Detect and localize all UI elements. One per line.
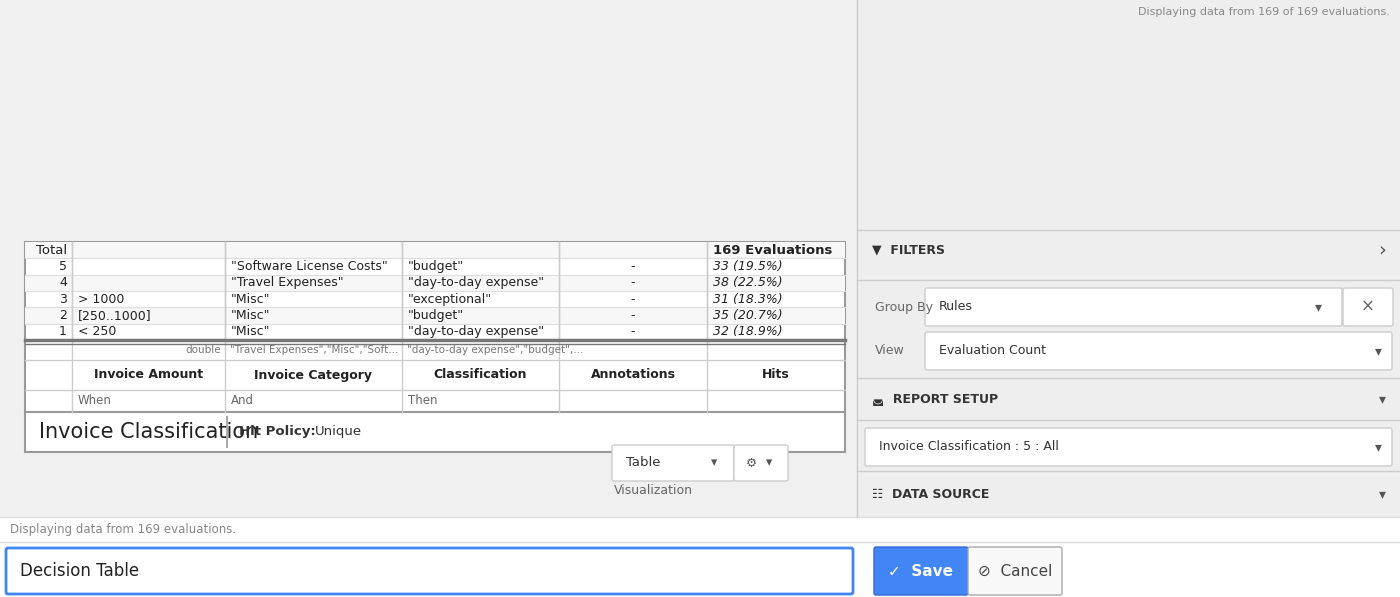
Bar	[0, 0, 857, 517]
Text: ▾: ▾	[1375, 440, 1382, 454]
Text: < 250: < 250	[78, 325, 116, 338]
Text: Visualization: Visualization	[615, 485, 693, 497]
Bar	[0, 517, 1400, 542]
FancyBboxPatch shape	[925, 288, 1343, 326]
Text: "Misc": "Misc"	[231, 309, 270, 322]
Text: Displaying data from 169 evaluations.: Displaying data from 169 evaluations.	[10, 522, 237, 536]
Text: "exceptional": "exceptional"	[407, 293, 493, 306]
Text: "Misc": "Misc"	[231, 325, 270, 338]
Bar	[25, 242, 846, 259]
Text: Then: Then	[407, 395, 437, 408]
Text: 32 (18.9%): 32 (18.9%)	[713, 325, 783, 338]
FancyBboxPatch shape	[925, 332, 1392, 370]
Text: 38 (22.5%): 38 (22.5%)	[713, 276, 783, 290]
FancyBboxPatch shape	[967, 547, 1063, 595]
Text: Annotations: Annotations	[591, 368, 675, 381]
Text: Group By: Group By	[875, 300, 932, 313]
Text: ▼  FILTERS: ▼ FILTERS	[872, 244, 945, 257]
Text: 35 (20.7%): 35 (20.7%)	[713, 309, 783, 322]
Text: Hits: Hits	[762, 368, 790, 381]
Text: "Software License Costs": "Software License Costs"	[231, 260, 388, 273]
Text: Hit Policy:: Hit Policy:	[239, 426, 316, 439]
Text: Invoice Category: Invoice Category	[255, 368, 372, 381]
Text: "day-to-day expense": "day-to-day expense"	[407, 276, 545, 290]
Text: "Travel Expenses","Misc","Soft...: "Travel Expenses","Misc","Soft...	[230, 345, 399, 355]
Text: 1: 1	[59, 325, 67, 338]
Text: -: -	[631, 293, 636, 306]
Text: 31 (18.3%): 31 (18.3%)	[713, 293, 783, 306]
Text: -: -	[631, 309, 636, 322]
Text: ☷  DATA SOURCE: ☷ DATA SOURCE	[872, 488, 990, 500]
Text: 33 (19.5%): 33 (19.5%)	[713, 260, 783, 273]
Text: ▾: ▾	[1375, 344, 1382, 358]
Text: "budget": "budget"	[407, 309, 465, 322]
Text: "day-to-day expense": "day-to-day expense"	[407, 325, 545, 338]
Text: Unique: Unique	[315, 426, 363, 439]
Text: 2: 2	[59, 309, 67, 322]
Text: 3: 3	[59, 293, 67, 306]
Text: -: -	[631, 276, 636, 290]
Text: -: -	[631, 325, 636, 338]
Text: ›: ›	[1378, 241, 1386, 260]
Bar	[857, 0, 1400, 517]
Bar	[25, 307, 846, 324]
Text: > 1000: > 1000	[78, 293, 125, 306]
Text: ▾: ▾	[711, 457, 717, 469]
Text: 169 Evaluations: 169 Evaluations	[713, 244, 833, 257]
FancyBboxPatch shape	[1343, 288, 1393, 326]
Text: "Misc": "Misc"	[231, 293, 270, 306]
Text: -: -	[631, 260, 636, 273]
Text: ▾: ▾	[1379, 392, 1386, 406]
Text: 5: 5	[59, 260, 67, 273]
Text: Decision Table: Decision Table	[20, 562, 139, 580]
Text: 4: 4	[59, 276, 67, 290]
Text: ⊘  Cancel: ⊘ Cancel	[977, 564, 1053, 578]
Text: Invoice Classification: Invoice Classification	[39, 422, 258, 442]
Text: And: And	[231, 395, 253, 408]
Bar	[0, 542, 1400, 597]
Text: ▾: ▾	[1379, 487, 1386, 501]
Text: ⚙: ⚙	[745, 457, 756, 469]
Bar	[857, 471, 1400, 517]
Text: Invoice Amount: Invoice Amount	[94, 368, 203, 381]
Text: Evaluation Count: Evaluation Count	[939, 344, 1046, 358]
Text: Rules: Rules	[939, 300, 973, 313]
Bar	[25, 242, 846, 452]
FancyBboxPatch shape	[865, 428, 1392, 466]
Text: Total: Total	[36, 244, 67, 257]
Text: Table: Table	[626, 457, 661, 469]
FancyBboxPatch shape	[874, 547, 967, 595]
Bar	[857, 378, 1400, 420]
Text: View: View	[875, 344, 904, 358]
Text: [250..1000]: [250..1000]	[78, 309, 151, 322]
Text: Displaying data from 169 of 169 evaluations.: Displaying data from 169 of 169 evaluati…	[1138, 7, 1390, 17]
FancyBboxPatch shape	[612, 445, 734, 481]
Text: ✓  Save: ✓ Save	[889, 564, 953, 578]
FancyBboxPatch shape	[6, 548, 853, 594]
Text: ▾: ▾	[1315, 300, 1322, 314]
Text: ◛  REPORT SETUP: ◛ REPORT SETUP	[872, 392, 998, 405]
Text: "Travel Expenses": "Travel Expenses"	[231, 276, 343, 290]
Text: "budget": "budget"	[407, 260, 465, 273]
Text: "day-to-day expense","budget",...: "day-to-day expense","budget",...	[407, 345, 584, 355]
Bar	[857, 230, 1400, 270]
Text: ▾: ▾	[766, 457, 773, 469]
Text: Classification: Classification	[434, 368, 528, 381]
FancyBboxPatch shape	[734, 445, 788, 481]
Text: ×: ×	[1361, 298, 1375, 316]
Bar	[25, 275, 846, 291]
Text: double: double	[185, 345, 221, 355]
Text: When: When	[78, 395, 112, 408]
Text: Invoice Classification : 5 : All: Invoice Classification : 5 : All	[879, 441, 1058, 454]
